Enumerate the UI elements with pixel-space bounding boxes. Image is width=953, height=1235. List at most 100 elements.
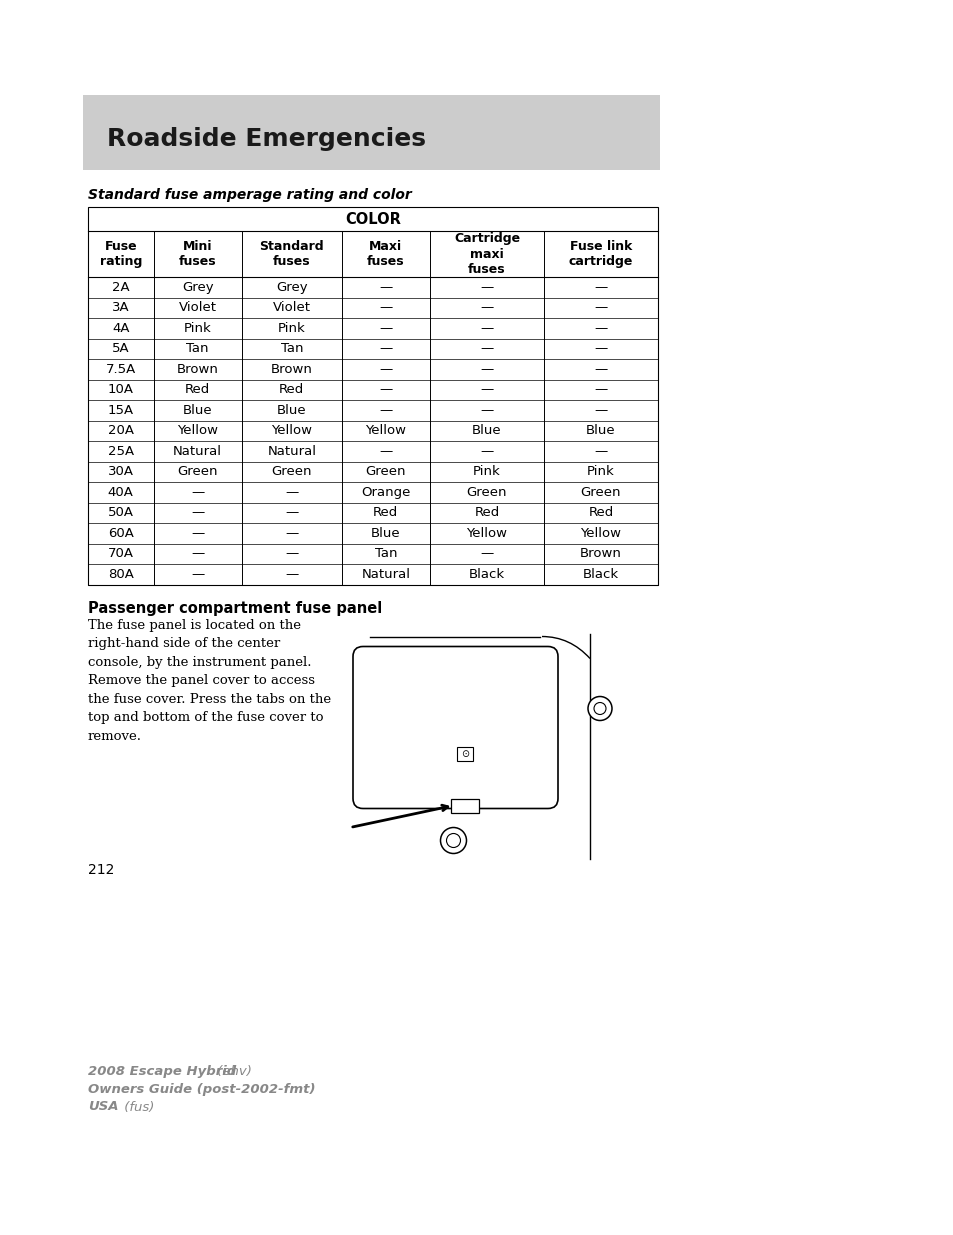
Text: ⊙: ⊙ [461, 748, 469, 758]
Bar [457, 746, 473, 761]
Text: COLOR: COLOR [345, 211, 400, 226]
Text: The fuse panel is located on the
right-hand side of the center
console, by the i: The fuse panel is located on the right-h… [88, 619, 331, 742]
Text: —: — [594, 445, 607, 458]
Text: Standard fuse amperage rating and color: Standard fuse amperage rating and color [88, 188, 412, 203]
Text: 60A: 60A [108, 527, 133, 540]
FancyBboxPatch shape [353, 646, 558, 809]
Text: Red: Red [373, 506, 398, 519]
Text: —: — [480, 445, 493, 458]
Text: Green: Green [580, 485, 620, 499]
Text: —: — [480, 404, 493, 416]
Text: Blue: Blue [276, 404, 306, 416]
Text: —: — [594, 363, 607, 375]
Text: 50A: 50A [108, 506, 133, 519]
Text: —: — [285, 568, 298, 580]
Text: —: — [480, 342, 493, 356]
Text: 212: 212 [88, 863, 114, 877]
Text: —: — [594, 280, 607, 294]
Text: Yellow: Yellow [271, 425, 312, 437]
Text: USA: USA [88, 1100, 118, 1114]
Text: Blue: Blue [183, 404, 213, 416]
Text: Green: Green [466, 485, 507, 499]
Text: Brown: Brown [579, 547, 621, 561]
Text: 2A: 2A [112, 280, 130, 294]
Text: Black: Black [469, 568, 504, 580]
Text: —: — [191, 527, 204, 540]
Bar [451, 799, 479, 813]
Text: Grey: Grey [182, 280, 213, 294]
Circle shape [446, 834, 460, 847]
Text: Pink: Pink [184, 322, 212, 335]
Text: 20A: 20A [108, 425, 133, 437]
Text: —: — [594, 404, 607, 416]
Text: —: — [285, 527, 298, 540]
Text: Pink: Pink [586, 466, 615, 478]
Text: Cartridge
maxi
fuses: Cartridge maxi fuses [454, 232, 519, 275]
Text: —: — [191, 568, 204, 580]
Text: Fuse
rating: Fuse rating [99, 240, 142, 268]
Circle shape [594, 703, 605, 715]
Text: 30A: 30A [108, 466, 133, 478]
Text: —: — [378, 301, 392, 314]
Text: Natural: Natural [361, 568, 410, 580]
Text: 15A: 15A [108, 404, 133, 416]
Text: —: — [480, 280, 493, 294]
Text: Natural: Natural [267, 445, 316, 458]
Text: 25A: 25A [108, 445, 133, 458]
Circle shape [440, 827, 466, 853]
Text: 10A: 10A [108, 383, 133, 396]
Bar [83, 95, 659, 170]
Text: —: — [480, 383, 493, 396]
Text: —: — [191, 506, 204, 519]
Text: Yellow: Yellow [177, 425, 218, 437]
Text: Violet: Violet [273, 301, 311, 314]
Text: (ehv): (ehv) [213, 1065, 252, 1077]
Text: 5A: 5A [112, 342, 130, 356]
Text: 4A: 4A [112, 322, 130, 335]
Text: 7.5A: 7.5A [106, 363, 135, 375]
Text: Violet: Violet [178, 301, 216, 314]
Text: Red: Red [279, 383, 304, 396]
Text: —: — [480, 301, 493, 314]
Text: Red: Red [588, 506, 613, 519]
Text: (fus): (fus) [120, 1100, 154, 1114]
Text: Yellow: Yellow [365, 425, 406, 437]
Text: Passenger compartment fuse panel: Passenger compartment fuse panel [88, 600, 382, 615]
Text: Fuse link
cartridge: Fuse link cartridge [568, 240, 633, 268]
Text: Tan: Tan [186, 342, 209, 356]
Text: Mini
fuses: Mini fuses [179, 240, 216, 268]
Text: Green: Green [272, 466, 312, 478]
Text: Yellow: Yellow [466, 527, 507, 540]
Text: Pink: Pink [473, 466, 500, 478]
Text: —: — [285, 547, 298, 561]
Text: —: — [285, 485, 298, 499]
Text: —: — [191, 485, 204, 499]
Text: —: — [480, 363, 493, 375]
Text: —: — [191, 547, 204, 561]
Text: 80A: 80A [108, 568, 133, 580]
Text: Yellow: Yellow [579, 527, 620, 540]
Text: —: — [378, 280, 392, 294]
Text: Brown: Brown [176, 363, 218, 375]
Text: Red: Red [474, 506, 499, 519]
Text: —: — [594, 383, 607, 396]
Text: Green: Green [365, 466, 406, 478]
Bar [88, 207, 658, 584]
Text: —: — [378, 322, 392, 335]
Text: —: — [480, 322, 493, 335]
Text: Standard
fuses: Standard fuses [259, 240, 324, 268]
Text: Green: Green [177, 466, 217, 478]
Text: Natural: Natural [173, 445, 222, 458]
Text: —: — [378, 445, 392, 458]
Text: Orange: Orange [361, 485, 410, 499]
Text: Pink: Pink [277, 322, 305, 335]
Text: Blue: Blue [371, 527, 400, 540]
Text: 2008 Escape Hybrid: 2008 Escape Hybrid [88, 1065, 236, 1077]
Text: Tan: Tan [280, 342, 303, 356]
Text: Red: Red [185, 383, 210, 396]
Text: 3A: 3A [112, 301, 130, 314]
Text: —: — [594, 301, 607, 314]
Text: —: — [378, 342, 392, 356]
Text: —: — [480, 547, 493, 561]
Text: 70A: 70A [108, 547, 133, 561]
